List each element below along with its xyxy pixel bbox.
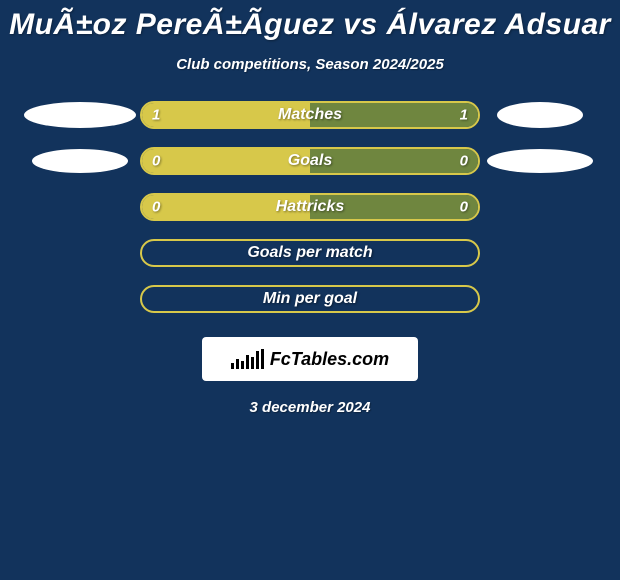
stat-value-left: 0 bbox=[152, 199, 160, 216]
stats-container: 11Matches00Goals00HattricksGoals per mat… bbox=[0, 101, 620, 313]
stat-bar: 00Goals bbox=[140, 147, 480, 175]
logo-text: FcTables.com bbox=[270, 349, 389, 370]
stat-bar: 11Matches bbox=[140, 101, 480, 129]
right-side bbox=[480, 149, 600, 173]
bar-left-fill bbox=[142, 195, 310, 219]
bar-left-fill bbox=[142, 149, 310, 173]
stat-row: 00Goals bbox=[0, 147, 620, 175]
stat-value-right: 1 bbox=[460, 107, 468, 124]
stat-row: Goals per match bbox=[0, 239, 620, 267]
bar-left-fill bbox=[142, 103, 310, 127]
date-label: 3 december 2024 bbox=[0, 399, 620, 416]
stat-bar: Min per goal bbox=[140, 285, 480, 313]
stat-value-left: 1 bbox=[152, 107, 160, 124]
stat-label: Min per goal bbox=[142, 290, 478, 308]
bar-right-fill bbox=[310, 103, 478, 127]
stat-value-left: 0 bbox=[152, 153, 160, 170]
stat-value-right: 0 bbox=[460, 199, 468, 216]
left-side bbox=[20, 102, 140, 128]
bar-right-fill bbox=[310, 149, 478, 173]
comparison-card: MuÃ±oz PereÃ±Ãguez vs Álvarez Adsuar Clu… bbox=[0, 0, 620, 580]
logo-badge: FcTables.com bbox=[202, 337, 418, 381]
stat-row: 11Matches bbox=[0, 101, 620, 129]
player-ellipse-right bbox=[497, 102, 583, 128]
page-title: MuÃ±oz PereÃ±Ãguez vs Álvarez Adsuar bbox=[0, 8, 620, 42]
player-ellipse-left bbox=[24, 102, 136, 128]
stat-row: 00Hattricks bbox=[0, 193, 620, 221]
stat-bar: Goals per match bbox=[140, 239, 480, 267]
right-side bbox=[480, 102, 600, 128]
bar-right-fill bbox=[310, 195, 478, 219]
stat-value-right: 0 bbox=[460, 153, 468, 170]
left-side bbox=[20, 149, 140, 173]
subtitle: Club competitions, Season 2024/2025 bbox=[0, 56, 620, 73]
player-ellipse-right bbox=[487, 149, 593, 173]
logo-chart-icon bbox=[231, 349, 264, 369]
player-ellipse-left bbox=[32, 149, 128, 173]
stat-bar: 00Hattricks bbox=[140, 193, 480, 221]
stat-label: Goals per match bbox=[142, 244, 478, 262]
stat-row: Min per goal bbox=[0, 285, 620, 313]
